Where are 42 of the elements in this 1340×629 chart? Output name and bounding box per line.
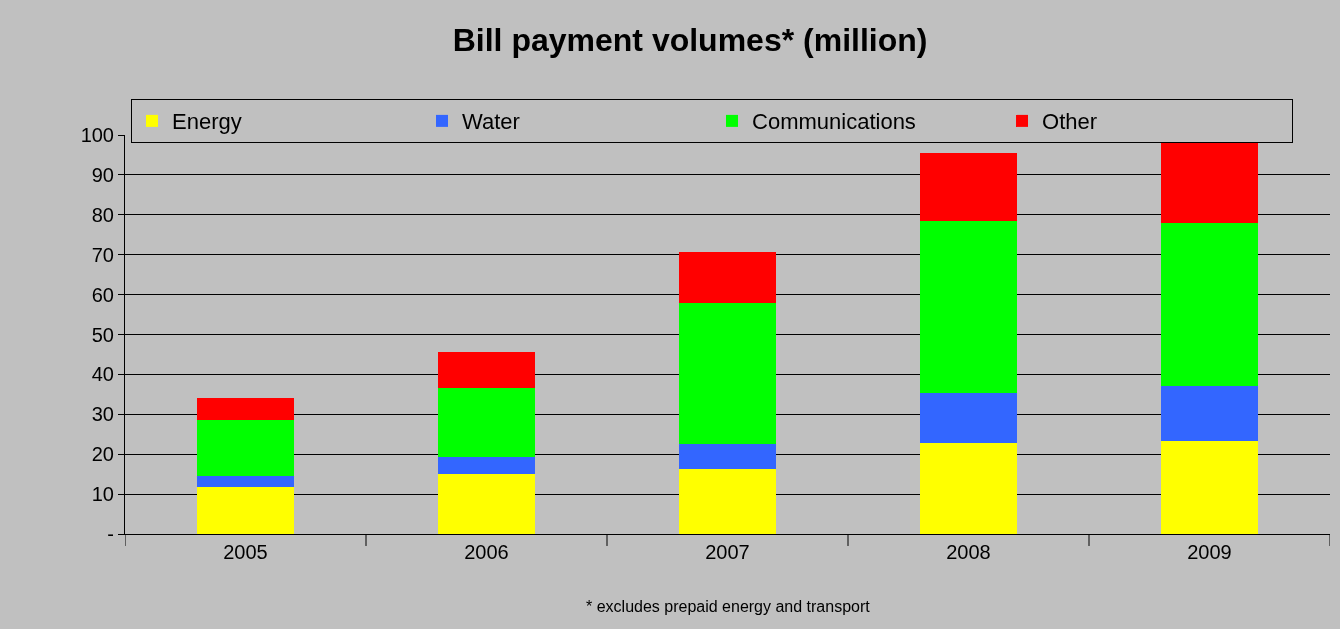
x-tick-label: 2006 [464,541,509,563]
y-tick-label: 50 [91,323,114,346]
bar [438,456,535,475]
bar [438,474,535,534]
bar [197,420,294,477]
bar [679,303,776,445]
bar [679,444,776,469]
x-tick-label: 2009 [1187,541,1232,563]
bar [197,476,294,487]
x-tick-label: 2007 [705,541,750,563]
y-tick-label: 90 [91,163,114,186]
legend-label: Communications [752,109,916,135]
x-tick-label: 2008 [946,541,991,563]
bar [920,443,1017,534]
legend-label: Water [462,109,520,135]
bar [920,393,1017,444]
y-tick-label: - [107,523,114,545]
bar [1161,386,1258,442]
y-tick-label: 70 [91,243,114,266]
bar [197,398,294,421]
legend-label: Energy [172,109,242,135]
bar [920,220,1017,394]
legend-label: Other [1042,109,1098,135]
chart-title: Bill payment volumes* (million) [452,21,928,58]
bar [920,152,1017,221]
y-tick-label: 10 [91,483,114,506]
y-tick-label: 60 [91,283,114,306]
y-tick-label: 30 [91,403,114,426]
x-tick-label: 2005 [223,541,268,563]
y-tick-label: 80 [91,203,114,226]
bar [1161,140,1258,223]
y-tick-label: 100 [80,124,114,146]
bar [679,468,776,534]
bar [679,251,776,304]
bar [1161,222,1258,387]
bar [438,352,535,389]
bar [1161,441,1258,534]
y-tick-label: 20 [91,443,114,466]
bar [438,388,535,457]
y-tick-label: 40 [91,363,114,386]
bar [197,486,294,534]
text: * excludes prepaid energy and transport [586,598,871,615]
